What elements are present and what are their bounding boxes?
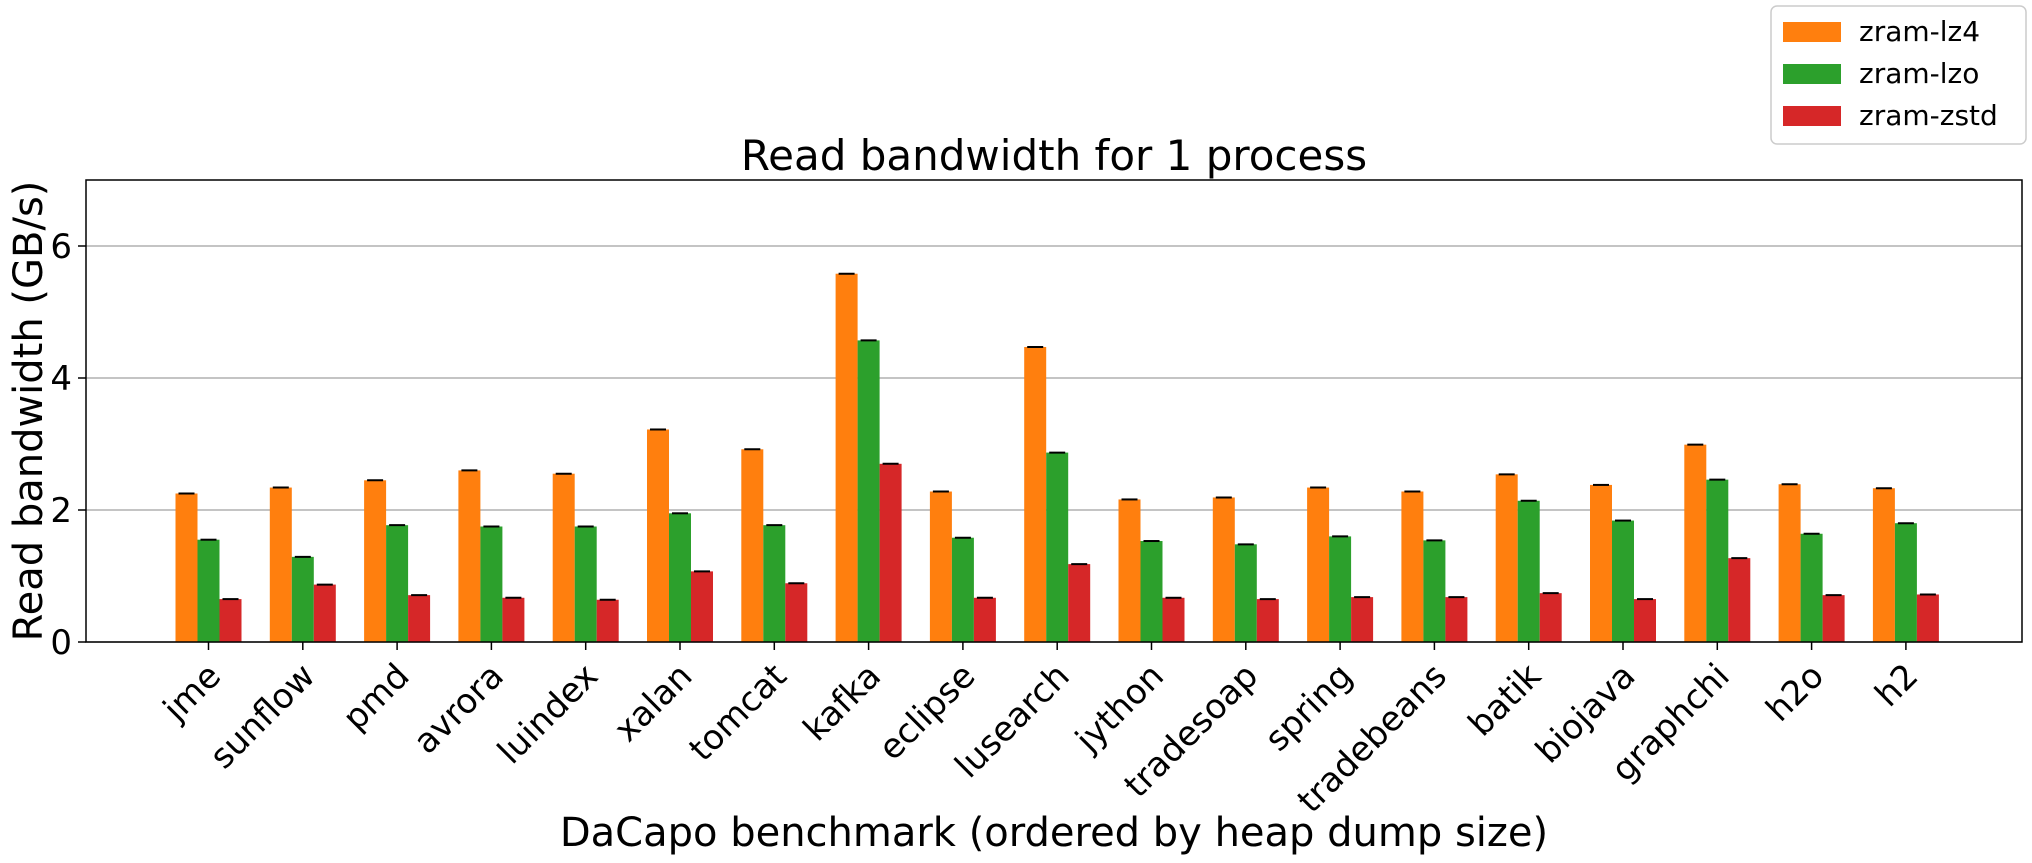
legend-swatch — [1783, 22, 1841, 42]
bar-zram-zstd — [1068, 564, 1091, 642]
bar-zram-lzo — [763, 525, 786, 642]
legend-swatch — [1783, 106, 1841, 126]
bar-zram-lzo — [1706, 479, 1729, 642]
bar-zram-lzo — [574, 526, 597, 642]
x-tick-label: batik — [1461, 656, 1550, 745]
bar-zram-zstd — [879, 463, 902, 642]
x-tick-label: tomcat — [681, 656, 794, 769]
bar-zram-lz4 — [929, 491, 952, 642]
bar-zram-zstd — [1728, 558, 1751, 642]
y-tick-label: 2 — [50, 491, 72, 531]
bar-zram-lz4 — [835, 273, 858, 642]
bar-zram-zstd — [1634, 599, 1656, 642]
bar-zram-lz4 — [1495, 474, 1518, 642]
bar-zram-zstd — [1539, 593, 1562, 642]
bars — [175, 272, 1939, 642]
x-tick-label: pmd — [335, 656, 417, 738]
bar-zram-lz4 — [1118, 499, 1141, 642]
bar-zram-lz4 — [741, 449, 764, 642]
bar-zram-lzo — [1517, 500, 1540, 642]
bar-zram-lz4 — [552, 473, 575, 642]
bar-zram-zstd — [973, 597, 996, 642]
bar-zram-lz4 — [1401, 491, 1424, 642]
bar-zram-lz4 — [1684, 444, 1707, 642]
bar-zram-lz4 — [269, 487, 292, 642]
bar-zram-lz4 — [1872, 488, 1895, 642]
bar-zram-lzo — [1612, 520, 1634, 642]
bar-zram-lz4 — [1024, 346, 1047, 642]
bar-zram-lz4 — [1212, 497, 1235, 642]
x-tick-label: sunflow — [202, 656, 323, 777]
bar-zram-zstd — [785, 583, 808, 642]
legend-swatch — [1783, 64, 1841, 84]
legend: zram-lz4 zram-lzo zram-zstd — [1770, 5, 2027, 145]
x-tick-label: jme — [155, 656, 229, 730]
bar-zram-lzo — [386, 525, 409, 642]
bar-zram-lzo — [1140, 541, 1163, 642]
legend-label: zram-lz4 — [1859, 15, 1980, 48]
bar-zram-lzo — [1423, 540, 1446, 642]
x-tick-label: h2 — [1867, 656, 1926, 715]
legend-label: zram-zstd — [1859, 99, 1998, 132]
bar-zram-lzo — [1046, 452, 1069, 642]
bar-zram-lzo — [1894, 523, 1917, 642]
bar-zram-lz4 — [1590, 484, 1612, 642]
bar-zram-zstd — [1916, 594, 1939, 642]
y-tick-label: 4 — [50, 359, 72, 399]
bar-zram-zstd — [1351, 597, 1374, 642]
bar-zram-lzo — [480, 526, 503, 642]
x-axis-label: DaCapo benchmark (ordered by heap dump s… — [560, 810, 1548, 856]
bar-zram-zstd — [313, 584, 336, 642]
bar-zram-zstd — [691, 571, 713, 642]
legend-label: zram-lzo — [1859, 57, 1979, 90]
bar-zram-lzo — [1329, 536, 1352, 642]
bar-zram-zstd — [1445, 597, 1468, 642]
bar-zram-lz4 — [364, 480, 387, 642]
bar-zram-lzo — [951, 537, 974, 642]
bar-zram-lz4 — [1778, 484, 1801, 642]
bar-zram-lzo — [1800, 533, 1823, 642]
bar-zram-lzo — [291, 556, 314, 642]
bar-zram-lzo — [1234, 544, 1257, 642]
y-tick-label: 6 — [50, 227, 72, 267]
bar-zram-zstd — [1162, 597, 1185, 642]
bar-zram-zstd — [408, 595, 431, 642]
y-axis-ticks: 0 2 4 6 — [50, 227, 86, 663]
x-tick-label: luindex — [490, 656, 606, 772]
bar-zram-lzo — [197, 539, 220, 642]
bar-zram-zstd — [502, 597, 525, 642]
bar-zram-lz4 — [1307, 487, 1330, 642]
x-tick-label: h2o — [1758, 656, 1832, 730]
bar-zram-zstd — [1822, 595, 1845, 642]
bar-zram-lzo — [669, 513, 691, 642]
bar-zram-lzo — [857, 340, 880, 642]
bar-zram-lz4 — [458, 470, 481, 642]
chart-title: Read bandwidth for 1 process — [741, 131, 1367, 180]
bar-zram-lz4 — [175, 493, 198, 642]
bar-zram-lz4 — [647, 429, 669, 642]
plot-frame — [85, 179, 2023, 643]
bar-zram-zstd — [1256, 599, 1279, 642]
bar-zram-zstd — [219, 599, 242, 642]
bar-zram-zstd — [596, 599, 619, 642]
y-tick-label: 0 — [50, 623, 72, 663]
y-axis-label: Read bandwidth (GB/s) — [6, 181, 52, 642]
